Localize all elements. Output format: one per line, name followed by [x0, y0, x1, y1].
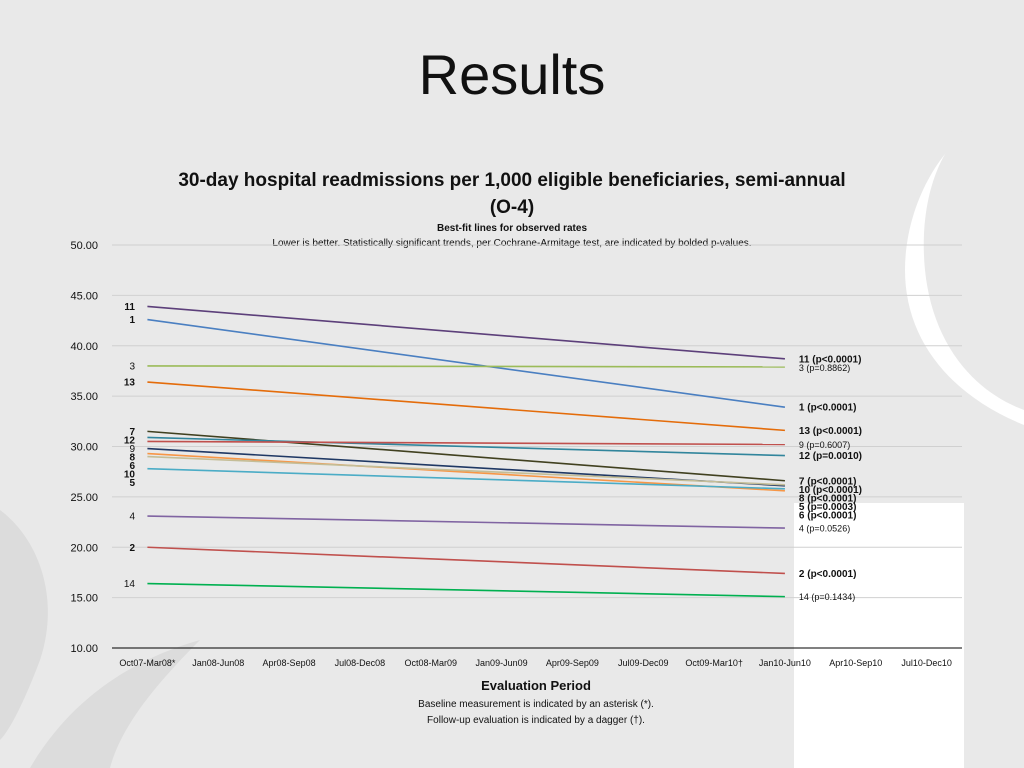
- end-label-14: 14 (p=0.1434): [799, 592, 855, 602]
- end-label-6: 6 (p<0.0001): [799, 510, 857, 521]
- start-label-4: 4: [129, 512, 135, 523]
- chart-title-line1: 30-day hospital readmissions per 1,000 e…: [178, 170, 845, 191]
- end-label-3: 3 (p=0.8862): [799, 363, 850, 373]
- start-label-5: 5: [129, 478, 135, 489]
- x-tick-label: Jul09-Dec09: [618, 658, 669, 668]
- start-label-6: 6: [129, 461, 135, 472]
- series-line-3: [147, 365, 785, 368]
- chart-title-line2: (O-4): [490, 197, 534, 218]
- series-line-7: [147, 430, 785, 482]
- end-label-11: 11 (p<0.0001): [799, 354, 862, 365]
- start-label-3: 3: [129, 361, 135, 372]
- y-tick-label: 10.00: [70, 643, 98, 655]
- start-label-11: 11: [124, 302, 135, 313]
- x-tick-label: Jan10-Jun10: [759, 658, 811, 668]
- slide-title: Results: [418, 43, 606, 106]
- y-tick-label: 40.00: [70, 341, 98, 353]
- start-label-9: 9: [129, 444, 135, 455]
- x-tick-label: Oct09-Mar10†: [685, 658, 743, 668]
- y-tick-label: 35.00: [70, 391, 98, 403]
- end-label-9: 9 (p=0.6007): [799, 440, 850, 450]
- x-tick-label: Apr10-Sep10: [829, 658, 882, 668]
- series-line-1: [147, 318, 786, 409]
- bg-curve-left-bottom: [30, 640, 200, 768]
- gridlines: [112, 244, 962, 599]
- x-tick-label: Apr08-Sep08: [263, 658, 316, 668]
- end-label-4: 4 (p=0.0526): [799, 524, 850, 534]
- series-lines: [147, 305, 786, 598]
- chart-subtitle: Best-fit lines for observed rates: [437, 223, 587, 234]
- end-label-13: 13 (p<0.0001): [799, 426, 862, 437]
- start-label-14: 14: [124, 579, 136, 590]
- y-tick-label: 50.00: [70, 240, 98, 252]
- baseline-note: Baseline measurement is indicated by an …: [418, 699, 654, 710]
- start-label-2: 2: [129, 543, 135, 554]
- end-label-10: 10 (p<0.0001): [799, 485, 862, 496]
- start-label-1: 1: [129, 315, 135, 326]
- x-tick-label: Jul08-Dec08: [335, 658, 386, 668]
- bg-rect-bottom-right: [794, 503, 964, 768]
- start-label-8: 8: [129, 452, 135, 463]
- x-tick-label: Oct08-Mar09: [404, 658, 457, 668]
- x-axis-title: Evaluation Period: [481, 678, 591, 693]
- series-line-4: [147, 515, 785, 529]
- start-label-7: 7: [129, 427, 135, 438]
- start-label-10: 10: [124, 469, 136, 480]
- end-label-2: 2 (p<0.0001): [799, 569, 857, 580]
- bg-curve-right-inner: [923, 110, 1024, 410]
- start-label-12: 12: [124, 435, 136, 446]
- series-line-13: [147, 381, 785, 432]
- start-label-13: 13: [124, 378, 136, 389]
- x-tick-label: Jan09-Jun09: [476, 658, 528, 668]
- chart-subtitle-note: Lower is better. Statistically significa…: [272, 238, 751, 249]
- series-line-10: [147, 455, 785, 486]
- bg-curve-left: [0, 510, 48, 740]
- x-tick-label: Oct07-Mar08*: [119, 658, 176, 668]
- y-tick-label: 20.00: [70, 542, 98, 554]
- followup-note: Follow-up evaluation is indicated by a d…: [427, 715, 645, 726]
- x-tick-label: Jul10-Dec10: [901, 658, 952, 668]
- end-label-7: 7 (p<0.0001): [799, 476, 857, 487]
- y-tick-label: 15.00: [70, 593, 98, 605]
- x-tick-label: Jan08-Jun08: [192, 658, 244, 668]
- series-line-6: [147, 452, 785, 492]
- series-line-14: [147, 582, 785, 598]
- y-axis-ticks: 10.00 15.00 20.00 25.00 30.00 35.00 40.00 45.00…: [70, 240, 98, 655]
- y-tick-label: 30.00: [70, 442, 98, 454]
- y-tick-label: 25.00: [70, 492, 98, 504]
- end-label-12: 12 (p=0.0010): [799, 451, 862, 462]
- series-line-12: [147, 436, 785, 457]
- end-label-1: 1 (p<0.0001): [799, 403, 857, 414]
- series-line-2: [147, 546, 785, 575]
- y-tick-label: 45.00: [70, 290, 98, 302]
- end-label-8: 8 (p<0.0001): [799, 493, 857, 504]
- x-axis-ticks: Oct07-Mar08* Jan08-Jun08 Apr08-Sep08 Jul08-…: [119, 658, 951, 668]
- series-line-5: [147, 467, 785, 490]
- end-label-5: 5 (p=0.0003): [799, 502, 857, 513]
- x-tick-label: Apr09-Sep09: [546, 658, 599, 668]
- series-line-9: [147, 440, 785, 446]
- series-line-11: [147, 305, 785, 360]
